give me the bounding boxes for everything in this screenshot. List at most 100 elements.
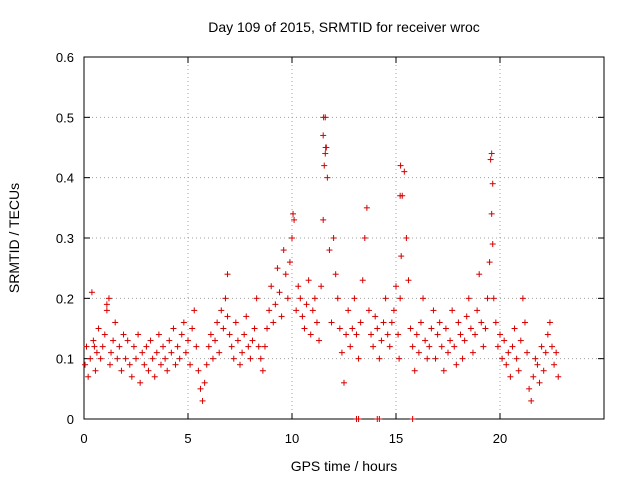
data-point bbox=[386, 343, 393, 350]
data-point bbox=[251, 325, 258, 332]
data-point bbox=[322, 144, 329, 151]
data-point bbox=[528, 397, 535, 404]
data-point bbox=[355, 416, 362, 422]
data-point bbox=[447, 337, 454, 344]
data-point bbox=[401, 168, 408, 175]
data-point bbox=[135, 331, 142, 338]
data-point bbox=[488, 210, 495, 217]
data-point bbox=[457, 331, 464, 338]
data-point bbox=[162, 355, 169, 362]
data-point bbox=[382, 295, 389, 302]
data-point bbox=[397, 295, 404, 302]
data-point bbox=[388, 319, 395, 326]
data-point bbox=[289, 235, 295, 241]
data-point bbox=[278, 313, 285, 320]
data-point bbox=[453, 361, 460, 368]
data-point bbox=[345, 307, 352, 314]
data-point bbox=[99, 343, 106, 350]
data-point bbox=[151, 373, 158, 380]
data-point bbox=[424, 355, 431, 362]
data-point bbox=[193, 343, 200, 350]
data-point bbox=[239, 349, 246, 356]
data-point bbox=[268, 283, 275, 290]
data-point bbox=[261, 343, 268, 350]
y-tick-label: 0.2 bbox=[56, 291, 74, 306]
data-point bbox=[455, 319, 462, 326]
data-point bbox=[149, 355, 156, 362]
data-point bbox=[536, 379, 543, 386]
data-point bbox=[189, 325, 196, 332]
data-point bbox=[530, 373, 537, 380]
data-point bbox=[103, 307, 110, 314]
data-point bbox=[313, 319, 320, 326]
y-tick-label: 0.1 bbox=[56, 352, 74, 367]
data-point bbox=[303, 301, 310, 308]
data-point bbox=[247, 355, 254, 362]
data-point bbox=[222, 295, 229, 302]
data-point bbox=[176, 355, 183, 362]
data-point bbox=[507, 373, 514, 380]
data-point bbox=[143, 343, 150, 350]
data-point bbox=[445, 349, 451, 356]
data-point bbox=[155, 331, 162, 338]
data-point bbox=[128, 373, 135, 380]
x-tick-label: 5 bbox=[184, 431, 191, 446]
data-point bbox=[326, 247, 333, 254]
data-point bbox=[295, 283, 302, 290]
data-point bbox=[396, 355, 403, 362]
data-point bbox=[488, 150, 495, 157]
y-tick-label: 0.6 bbox=[56, 50, 74, 65]
data-point bbox=[519, 295, 526, 302]
data-point bbox=[153, 349, 160, 356]
data-point bbox=[465, 295, 472, 302]
data-point bbox=[137, 379, 144, 386]
data-point bbox=[451, 343, 458, 350]
data-point bbox=[501, 337, 508, 344]
data-point bbox=[338, 349, 345, 356]
x-axis-label: GPS time / hours bbox=[291, 458, 398, 474]
data-point bbox=[432, 355, 439, 362]
data-point bbox=[440, 367, 447, 374]
data-point bbox=[372, 313, 379, 320]
data-point bbox=[197, 385, 204, 392]
y-tick-label: 0.3 bbox=[56, 231, 74, 246]
data-point bbox=[195, 367, 202, 374]
data-point bbox=[378, 337, 385, 344]
data-point bbox=[245, 343, 252, 350]
data-point bbox=[476, 271, 483, 278]
data-point bbox=[160, 343, 167, 350]
data-point bbox=[241, 331, 248, 338]
data-point bbox=[83, 343, 90, 350]
data-point bbox=[469, 349, 476, 356]
data-point bbox=[482, 325, 489, 332]
data-point bbox=[380, 319, 387, 326]
data-point bbox=[118, 367, 125, 374]
data-point bbox=[257, 355, 264, 362]
data-point bbox=[309, 307, 316, 314]
data-point bbox=[397, 162, 404, 169]
data-point bbox=[282, 271, 289, 278]
data-point bbox=[409, 343, 416, 350]
data-point bbox=[363, 204, 370, 211]
data-point bbox=[205, 343, 212, 350]
data-point bbox=[185, 337, 191, 344]
data-point bbox=[459, 355, 466, 362]
data-point bbox=[209, 355, 216, 362]
data-point bbox=[82, 361, 89, 368]
data-point bbox=[182, 349, 189, 356]
y-tick-labels: 0 0.1 0.2 0.3 0.4 0.5 0.6 bbox=[56, 50, 74, 427]
data-point bbox=[126, 361, 133, 368]
data-point bbox=[534, 361, 541, 368]
data-point bbox=[224, 271, 231, 278]
data-point bbox=[438, 343, 445, 350]
data-point bbox=[286, 259, 293, 266]
data-point bbox=[291, 216, 298, 223]
data-point bbox=[93, 349, 100, 356]
data-point bbox=[480, 343, 487, 350]
data-point bbox=[549, 343, 555, 350]
chart-title: Day 109 of 2015, SRMTID for receiver wro… bbox=[208, 19, 480, 35]
data-point bbox=[353, 331, 360, 338]
data-point bbox=[322, 150, 329, 157]
data-point bbox=[511, 325, 518, 332]
data-point bbox=[398, 253, 405, 260]
